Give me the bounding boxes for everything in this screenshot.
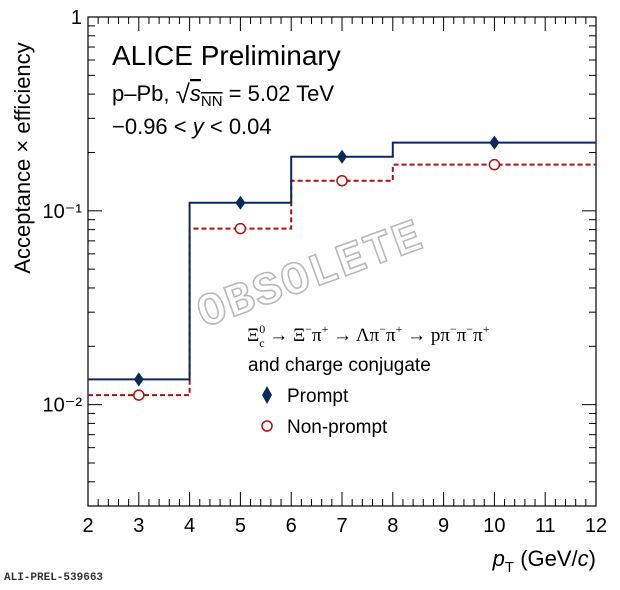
prompt-data-point [337, 149, 347, 164]
prompt-step-line [88, 141, 596, 381]
x-tick-label: 9 [438, 515, 449, 537]
prompt-data-point [235, 195, 246, 210]
x-tick-label: 2 [82, 515, 93, 537]
x-tick-label: 10 [483, 515, 505, 537]
legend-nonprompt-marker [261, 420, 273, 432]
legend-prompt-marker [262, 386, 272, 404]
x-tick-label: 6 [286, 515, 297, 537]
nonprompt-data-point [336, 174, 348, 187]
legend-prompt-label: Prompt [287, 386, 349, 407]
y-tick-label: 10⁻² [43, 395, 83, 417]
nonprompt-data-point [488, 158, 501, 171]
axis-ticks: 2 3 4 5 6 7 8 9 10 11 12 1 10⁻¹ 10⁻² [43, 7, 608, 537]
x-tick-label: 5 [235, 515, 246, 537]
legend: Prompt Non-prompt [261, 386, 388, 438]
chart-title: ALICE Preliminary [112, 40, 341, 71]
prompt-data-point [489, 135, 500, 150]
y-tick-label: 10⁻¹ [43, 201, 83, 223]
rapidity-range: −0.96 < y < 0.04 [112, 114, 272, 139]
legend-nonprompt-label: Non-prompt [287, 417, 388, 438]
x-tick-label: 4 [184, 515, 195, 537]
y-axis-label: Acceptance × efficiency [10, 42, 35, 273]
x-tick-label: 8 [387, 515, 398, 537]
x-axis-label: pT (GeV/c) [492, 546, 596, 576]
series-layer [88, 135, 596, 401]
decay-note: and charge conjugate [248, 355, 431, 376]
x-tick-label: 12 [585, 515, 607, 537]
x-tick-label: 7 [336, 515, 347, 537]
nonprompt-data-point [133, 389, 145, 401]
nonprompt-data-point [234, 222, 247, 235]
prompt-data-point [133, 372, 144, 387]
y-tick-label: 1 [71, 7, 82, 29]
collision-system: p–Pb, √sNN = 5.02 TeV [112, 79, 334, 110]
decay-channel: Ξ0 c → Ξ−π+ → Λπ−π+ → pπ−π−π+ [247, 322, 490, 350]
figure-id: ALI-PREL-539663 [4, 572, 104, 584]
x-tick-label: 3 [133, 515, 144, 537]
x-tick-label: 11 [535, 515, 556, 537]
